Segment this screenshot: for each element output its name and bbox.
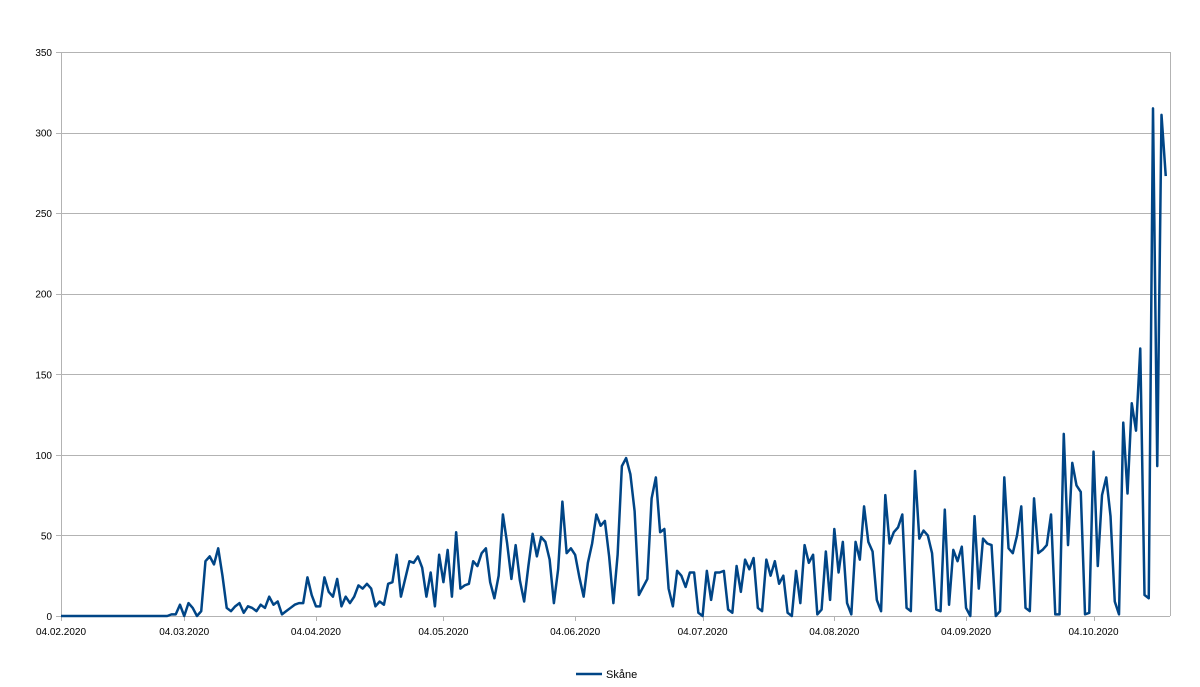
y-tick-labels: 0 50 100 150 200 250 300 350 [35, 48, 52, 623]
x-tick-label: 04.10.2020 [1068, 627, 1118, 638]
y-tick-label: 100 [35, 451, 52, 462]
y-tick-label: 50 [41, 531, 53, 542]
y-tick-label: 200 [35, 290, 52, 301]
y-tick-label: 0 [46, 612, 52, 623]
x-tick-label: 04.08.2020 [809, 627, 859, 638]
x-tick-label: 04.06.2020 [550, 627, 600, 638]
x-tick-labels: 04.02.2020 04.03.2020 04.04.2020 04.05.2020… [36, 627, 1119, 638]
y-tick-label: 350 [35, 48, 52, 59]
axes [56, 52, 1171, 621]
legend-label-skane: Skåne [606, 669, 637, 681]
gridlines [61, 52, 1170, 617]
x-tick-label: 04.05.2020 [418, 627, 468, 638]
y-tick-label: 250 [35, 209, 52, 220]
x-tick-label: 04.03.2020 [159, 627, 209, 638]
legend: Skåne [576, 669, 637, 681]
y-tick-label: 150 [35, 370, 52, 381]
x-tick-label: 04.09.2020 [941, 627, 991, 638]
x-tick-label: 04.02.2020 [36, 627, 86, 638]
x-tick-label: 04.07.2020 [678, 627, 728, 638]
x-tick-label: 04.04.2020 [291, 627, 341, 638]
series-line-0 [61, 107, 1167, 618]
y-tick-label: 300 [35, 129, 52, 140]
series-lines [60, 107, 1167, 618]
